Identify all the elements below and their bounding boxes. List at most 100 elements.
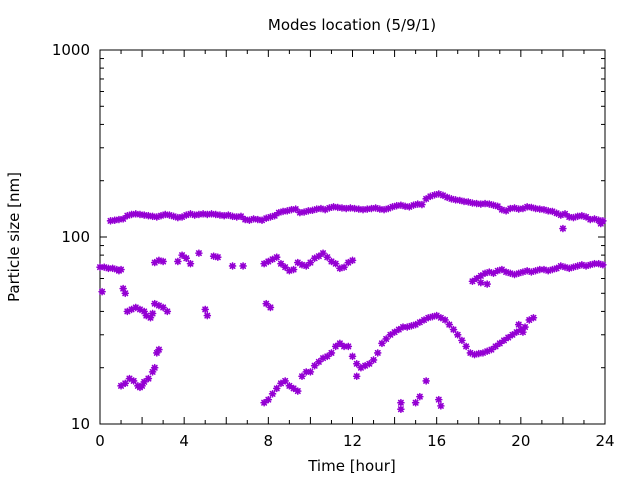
data-point bbox=[470, 350, 479, 359]
data-point bbox=[390, 328, 399, 336]
data-point bbox=[338, 204, 346, 212]
data-point bbox=[506, 204, 515, 213]
data-point bbox=[441, 316, 449, 324]
data-point bbox=[523, 266, 531, 275]
data-point bbox=[578, 211, 586, 220]
data-point bbox=[535, 205, 544, 213]
data-point bbox=[359, 205, 367, 214]
data-point bbox=[384, 204, 393, 213]
data-point bbox=[315, 358, 323, 366]
data-point bbox=[140, 307, 148, 316]
data-point bbox=[131, 303, 140, 312]
y-tick-label: 1000 bbox=[52, 41, 90, 59]
data-point bbox=[468, 199, 477, 207]
data-point bbox=[254, 215, 262, 224]
data-point bbox=[363, 205, 372, 213]
data-point bbox=[485, 268, 494, 276]
data-point bbox=[437, 402, 445, 410]
data-point bbox=[510, 204, 519, 212]
data-point bbox=[289, 265, 298, 274]
data-point bbox=[557, 262, 565, 270]
data-point bbox=[355, 205, 363, 213]
data-point bbox=[123, 211, 132, 220]
data-point bbox=[418, 200, 426, 209]
data-point bbox=[327, 257, 336, 266]
data-point bbox=[466, 349, 475, 357]
data-point bbox=[283, 207, 292, 215]
data-point bbox=[268, 255, 277, 264]
data-point bbox=[586, 215, 595, 224]
data-point bbox=[329, 203, 338, 211]
data-point bbox=[552, 264, 561, 273]
data-point bbox=[136, 210, 144, 219]
data-point bbox=[123, 307, 132, 316]
data-point bbox=[365, 359, 374, 368]
data-point bbox=[422, 377, 430, 385]
data-point bbox=[481, 199, 489, 208]
data-point bbox=[416, 392, 424, 401]
data-point bbox=[493, 202, 502, 211]
data-point bbox=[561, 210, 569, 218]
data-point bbox=[285, 382, 294, 390]
data-point bbox=[456, 196, 464, 205]
data-point bbox=[451, 196, 460, 204]
data-point bbox=[573, 262, 582, 270]
data-point bbox=[315, 252, 323, 260]
data-point bbox=[460, 197, 468, 206]
data-point bbox=[573, 212, 582, 221]
data-point bbox=[165, 211, 174, 219]
plot-frame bbox=[99, 49, 606, 425]
data-point bbox=[540, 265, 548, 274]
data-point bbox=[264, 257, 273, 266]
data-point bbox=[426, 192, 435, 201]
data-point bbox=[504, 333, 513, 342]
data-point bbox=[514, 269, 523, 278]
data-point bbox=[331, 259, 340, 268]
data-point bbox=[468, 277, 477, 286]
data-point bbox=[447, 195, 456, 203]
data-point bbox=[321, 205, 329, 214]
data-point bbox=[523, 203, 531, 211]
chart-title: Modes location (5/9/1) bbox=[268, 16, 436, 34]
data-point bbox=[186, 259, 195, 268]
data-point bbox=[352, 359, 361, 368]
data-point bbox=[590, 215, 599, 223]
data-point bbox=[399, 323, 407, 331]
data-point bbox=[119, 284, 127, 293]
data-point bbox=[498, 205, 506, 214]
data-point bbox=[211, 210, 220, 219]
data-point bbox=[117, 265, 125, 274]
data-point bbox=[557, 211, 565, 219]
x-tick-label: 8 bbox=[264, 432, 274, 450]
data-point bbox=[148, 368, 157, 376]
data-point bbox=[407, 322, 416, 330]
data-point bbox=[239, 262, 247, 270]
data-point bbox=[514, 205, 523, 213]
data-point bbox=[371, 204, 380, 212]
x-tick-label: 24 bbox=[595, 432, 614, 450]
data-point bbox=[323, 253, 332, 261]
data-point bbox=[140, 211, 148, 219]
data-point bbox=[100, 263, 109, 271]
data-point bbox=[411, 398, 420, 407]
data-point bbox=[346, 204, 355, 212]
data-point bbox=[510, 270, 519, 279]
data-point bbox=[348, 352, 357, 361]
data-point bbox=[312, 205, 321, 213]
data-point bbox=[306, 258, 315, 267]
data-point bbox=[228, 212, 237, 221]
data-point bbox=[397, 201, 405, 209]
data-point bbox=[434, 190, 443, 198]
data-point bbox=[293, 387, 302, 395]
data-point bbox=[386, 330, 395, 339]
data-point bbox=[178, 213, 186, 221]
data-point bbox=[125, 374, 134, 383]
data-point bbox=[392, 201, 401, 210]
data-point bbox=[327, 349, 336, 357]
data-point bbox=[479, 349, 487, 357]
data-point bbox=[161, 210, 170, 219]
data-point bbox=[373, 349, 382, 357]
data-point bbox=[272, 384, 281, 393]
data-point bbox=[403, 323, 412, 331]
data-point bbox=[199, 210, 207, 218]
